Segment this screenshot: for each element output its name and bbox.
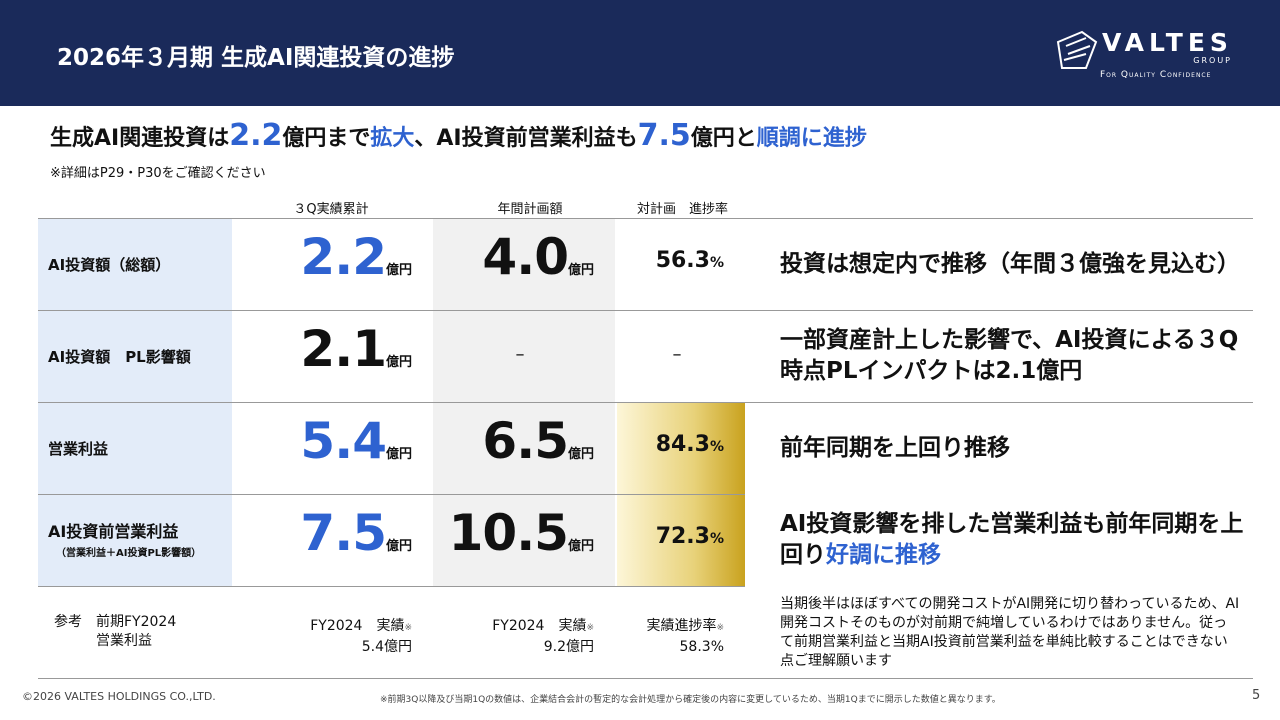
copyright: ©2026 VALTES HOLDINGS CO.,LTD. [22,690,216,703]
comment-text: AI投資影響を排した営業利益も前年同期を上回り好調に推移 [780,509,1245,571]
text-segment: AI投資影響を排した営業利益も前年同期を上回り [780,511,1244,568]
plan-value: 6.5 [482,412,569,470]
plan: – [515,344,525,365]
row-label: AI投資額（総額） [48,256,171,274]
reference-cell: 実績進捗率※ 58.3% [554,617,724,657]
reference-label: 営業利益 [96,633,152,649]
plan-unit: 億円 [567,447,594,462]
text-segment: 億円と [690,126,757,151]
text-segment: 順調に進捗 [756,126,867,151]
rate-value: 72.3 [655,524,710,549]
reference-label: 参考 前期FY2024 [54,614,177,630]
rate: 72.3% [620,524,724,556]
reference-mark: ※ [586,623,594,633]
comment-text: 一部資産計上した影響で、AI投資による３Q時点PLインパクトは2.1億円 [780,325,1245,387]
text-segment: 投資は想定内で推移（年間３億強を見込む） [780,250,1240,277]
headline: 生成AI関連投資は2.2億円まで拡大、AI投資前営業利益も7.5億円と順調に進捗 [50,118,867,153]
logo-icon [1056,30,1098,69]
reference-mark: ※ [404,623,412,633]
reference-title-line: FY2024 実績※ [242,617,412,638]
plan-unit: 億円 [567,539,594,554]
logo-tagline: For Quality Confidence [1100,70,1212,80]
actual-value: 5.4 [300,412,387,470]
plan: 10.5 億円 [434,504,594,568]
actual: 2.2 億円 [232,228,412,292]
rate-value: 56.3 [655,248,710,273]
text-segment: 好調に推移 [826,542,941,568]
rate: 84.3% [620,432,724,464]
rate-highlight [617,495,745,586]
actual: 7.5 億円 [232,504,412,568]
plan: 4.0 億円 [434,228,594,292]
row-comment: AI投資影響を排した営業利益も前年同期を上回り好調に推移 [780,500,1245,580]
actual: 2.1 億円 [232,320,412,384]
reference-comment: 当期後半はほぼすべての開発コストがAI開発に切り替わっているため、AI開発コスト… [780,596,1240,669]
text-segment: 生成AI関連投資は [50,126,230,151]
row-label: AI投資額 PL影響額 [48,348,191,366]
plan-unit: 億円 [567,263,594,278]
row-rule [38,310,1253,311]
reference-value: 9.2億円 [543,639,594,655]
header-bar [0,0,1280,106]
row-comment: 一部資産計上した影響で、AI投資による３Q時点PLインパクトは2.1億円 [780,316,1245,396]
reference-cell: FY2024 実績※ 9.2億円 [424,617,594,657]
plan-value: 10.5 [448,504,569,562]
text-segment: 拡大 [370,126,415,151]
column-header: ３Q実績累計 [293,202,369,217]
rate-unit: % [709,255,724,271]
row-rule [38,218,1253,219]
rate-value: 84.3 [655,432,710,457]
text-segment: 、AI投資前営業利益も [414,126,638,151]
row-label: 営業利益 [48,440,109,458]
reference-mark: ※ [716,623,724,633]
reference-title: 実績進捗率 [646,618,717,634]
actual: 5.4 億円 [232,412,412,476]
column-header: 年間計画額 [497,202,563,217]
reference-title-line: 実績進捗率※ [554,617,724,638]
reference-value: 5.4億円 [361,639,412,655]
rate: – [672,344,682,365]
comment-text: 前年同期を上回り推移 [780,433,1010,464]
rate-highlight [617,403,745,494]
plan-value: 4.0 [482,228,569,286]
reference-title-line: FY2024 実績※ [424,617,594,638]
text-segment: 7.5 [637,118,691,153]
row-label: AI投資前営業利益 [48,522,179,541]
row-rule [38,678,1253,679]
column-header: 対計画 進捗率 [636,202,728,217]
rate-unit: % [709,531,724,547]
slide-title: 2026年３月期 生成AI関連投資の進捗 [57,45,455,71]
actual-unit: 億円 [385,447,412,462]
text-segment: 2.2 [229,118,283,153]
text-segment: 億円まで [282,126,371,151]
row-sublabel: （営業利益＋AI投資PL影響額） [56,548,202,559]
row-comment: 投資は想定内で推移（年間３億強を見込む） [780,224,1245,304]
actual-unit: 億円 [385,539,412,554]
logo-name: VALTES [1102,28,1233,57]
actual-value: 2.1 [300,320,387,378]
actual-unit: 億円 [385,263,412,278]
row-rule [38,586,745,587]
headline-note: ※詳細はP29・P30をご確認ください [50,166,266,181]
row-rule [38,494,745,495]
actual-unit: 億円 [385,355,412,370]
text-segment: 前年同期を上回り推移 [780,434,1010,461]
page-number: 5 [1252,688,1261,703]
reference-title: FY2024 実績 [310,618,405,634]
reference-value: 58.3% [679,639,724,655]
footnote: ※前期3Q以降及び当期1Qの数値は、企業結合会計の暫定的な会計処理から確定後の内… [380,695,1001,705]
text-segment: 一部資産計上した影響で、AI投資による３Q時点PLインパクトは2.1億円 [780,327,1239,384]
reference-cell: FY2024 実績※ 5.4億円 [242,617,412,657]
actual-value: 7.5 [300,504,387,562]
row-comment: 前年同期を上回り推移 [780,408,1245,488]
reference-title: FY2024 実績 [492,618,587,634]
actual-value: 2.2 [300,228,387,286]
rate: 56.3% [620,248,724,280]
plan: 6.5 億円 [434,412,594,476]
logo-group: GROUP [1193,56,1232,65]
rate-unit: % [709,439,724,455]
row-rule [38,402,1253,403]
comment-text: 投資は想定内で推移（年間３億強を見込む） [780,249,1240,280]
